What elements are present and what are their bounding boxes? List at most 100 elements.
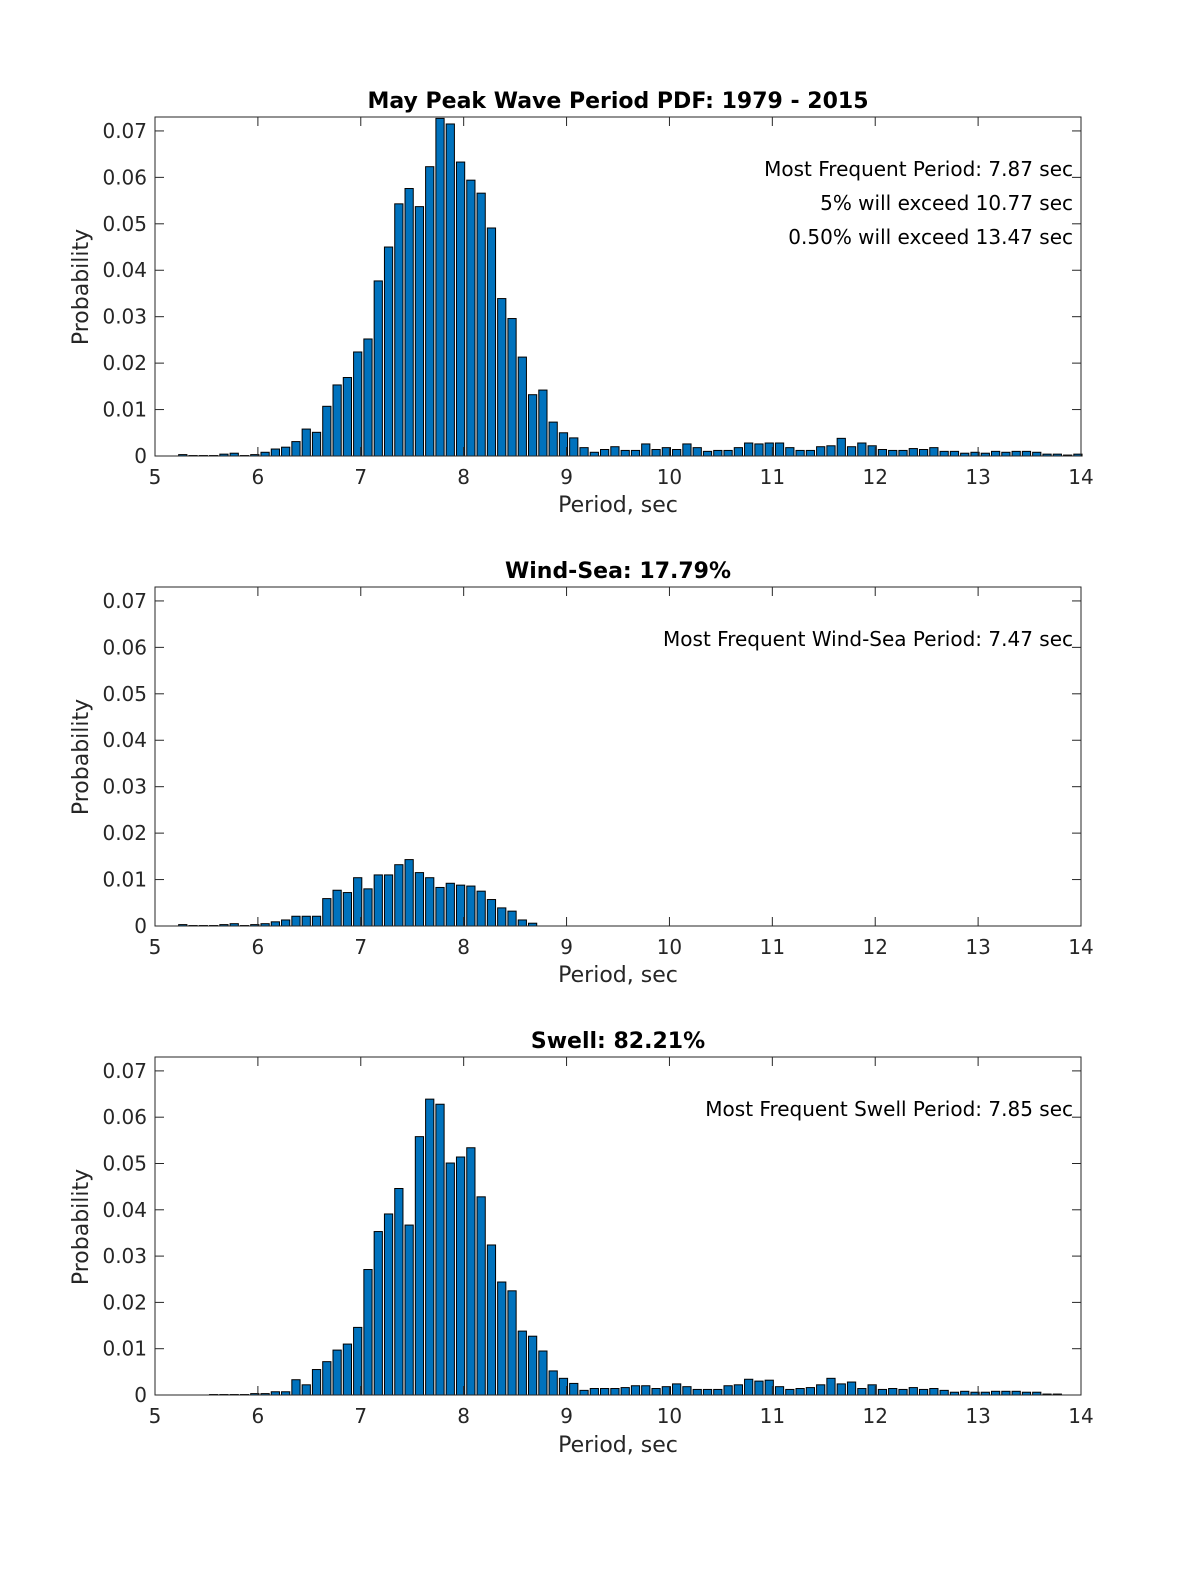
bar [404, 859, 414, 927]
bar [394, 203, 404, 457]
bar [918, 1388, 929, 1396]
bar [363, 1269, 373, 1396]
x-tick-label: 9 [560, 935, 573, 959]
y-tick-label: 0.01 [102, 398, 147, 422]
x-tick-label: 10 [657, 935, 682, 959]
bar [651, 1388, 661, 1396]
y-tick-label: 0.02 [102, 351, 147, 375]
y-tick-label: 0.06 [102, 635, 147, 659]
bar [322, 1361, 332, 1396]
bar [733, 1384, 743, 1396]
bar [486, 1244, 497, 1396]
chart-title: May Peak Wave Period PDF: 1979 - 2015 [367, 89, 868, 114]
bar [404, 1224, 414, 1396]
bar [394, 1188, 404, 1396]
x-axis-label: Period, sec [558, 963, 678, 988]
y-tick-label: 0.07 [102, 119, 147, 143]
x-tick-label: 11 [760, 465, 785, 489]
bar [507, 318, 517, 457]
bar [846, 1381, 857, 1396]
bar [672, 449, 682, 457]
bar [291, 915, 301, 927]
bar [795, 449, 805, 457]
bar [723, 1385, 733, 1396]
bar [610, 446, 620, 457]
bar [795, 1388, 805, 1396]
bar [466, 885, 476, 927]
bar [857, 442, 867, 457]
bar [774, 1386, 785, 1396]
bar [774, 442, 785, 457]
y-tick-label: 0.03 [102, 1244, 147, 1268]
y-tick-label: 0.03 [102, 305, 147, 329]
bar [651, 449, 661, 457]
bar [929, 1388, 939, 1396]
y-tick-label: 0.07 [102, 1059, 147, 1083]
bar [497, 298, 507, 457]
bar [620, 449, 630, 457]
annotation-0-5pct: 0.50% will exceed 13.47 sec [788, 225, 1073, 249]
bar [990, 1390, 1001, 1396]
y-axis-label: Probability [69, 1169, 94, 1285]
bar [353, 351, 363, 457]
x-tick-label: 8 [457, 935, 470, 959]
x-tick-label: 8 [457, 465, 470, 489]
bar [754, 1380, 764, 1396]
bar [425, 166, 435, 457]
bar [939, 1389, 949, 1396]
bar [692, 447, 702, 457]
y-axis-label: Probability [69, 699, 94, 815]
x-tick-label: 11 [760, 1404, 785, 1428]
bar [373, 280, 383, 457]
bar [486, 227, 497, 457]
bar [363, 338, 373, 457]
bar [692, 1388, 702, 1396]
bar [1001, 451, 1011, 457]
bar [805, 449, 816, 457]
bar [322, 898, 332, 927]
bar [702, 1388, 713, 1396]
bar [836, 1383, 846, 1396]
bar [291, 441, 301, 457]
bar [744, 442, 754, 457]
bar [476, 1196, 486, 1396]
bar [1021, 450, 1032, 457]
y-tick-label: 0.07 [102, 589, 147, 613]
bar [527, 1335, 538, 1396]
x-tick-label: 10 [657, 1404, 682, 1428]
bars [178, 117, 1083, 457]
bar [538, 389, 548, 457]
bar [754, 443, 764, 457]
bar [332, 889, 342, 927]
y-tick-label: 0.04 [102, 728, 147, 752]
y-tick-label: 0 [134, 1383, 147, 1407]
bar [846, 446, 857, 457]
bar [435, 1103, 445, 1396]
bar [610, 1388, 620, 1396]
x-tick-label: 13 [965, 465, 990, 489]
axes: 5 6 7 8 9 10 11 12 13 14 0 0.01 0.02 0.03 0.04 0.05 0.06… [102, 586, 1094, 959]
x-tick-label: 12 [862, 465, 887, 489]
bar [620, 1387, 630, 1396]
x-tick-label: 6 [252, 935, 265, 959]
y-tick-label: 0.02 [102, 821, 147, 845]
chart-title: Wind-Sea: 17.79% [505, 559, 731, 584]
bar [414, 1136, 425, 1396]
bar [311, 915, 322, 927]
bar [414, 206, 425, 457]
bar [260, 451, 270, 457]
y-tick-label: 0.06 [102, 165, 147, 189]
bar [332, 1349, 342, 1396]
bar [507, 1290, 517, 1396]
bar [517, 1330, 527, 1396]
bar [816, 1384, 826, 1396]
bar [322, 405, 332, 457]
bar [877, 1388, 888, 1396]
bar [723, 449, 733, 457]
y-tick-label: 0 [134, 444, 147, 468]
bar [888, 449, 898, 457]
axes-box [154, 586, 1082, 927]
bar [898, 1388, 908, 1396]
bar [816, 446, 826, 457]
bar [342, 1343, 353, 1396]
